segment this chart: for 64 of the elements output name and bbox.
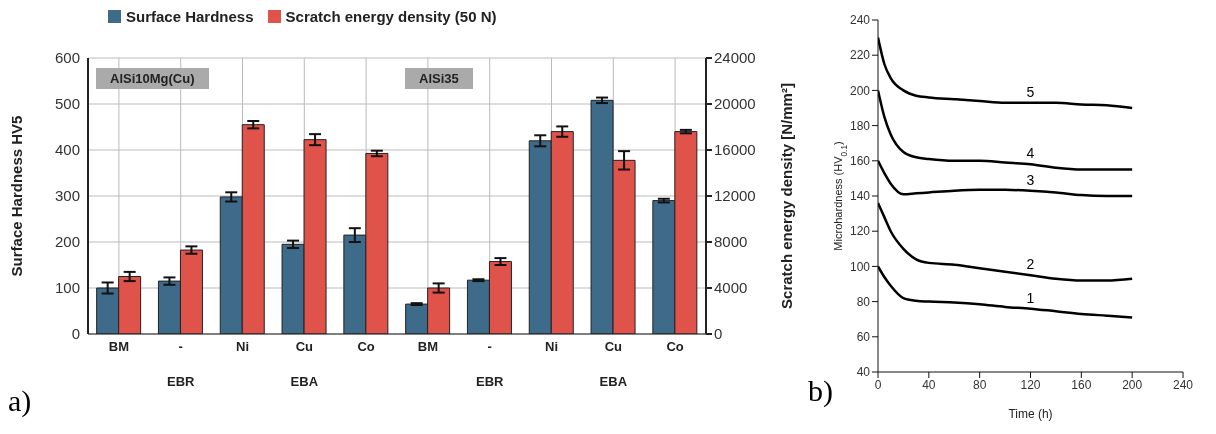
- text: EBA: [290, 374, 319, 389]
- y-tick-label: 80: [856, 294, 871, 309]
- y-tick-label: 200: [849, 83, 871, 98]
- x-tick-label: Co: [666, 339, 684, 355]
- y-tick-label: 600: [54, 49, 80, 67]
- series-label: 5: [1026, 83, 1035, 100]
- y-tick-label: 160: [849, 154, 871, 169]
- y-tick-label: 220: [849, 48, 871, 63]
- legend-label: Scratch energy density (50 N): [284, 8, 497, 25]
- y-tick-label: 300: [54, 187, 80, 205]
- text: EBA: [599, 374, 628, 389]
- x-tick-label: Cu: [604, 339, 623, 355]
- x-tick-label: 240: [1172, 377, 1194, 392]
- y2-tick-label: 20000: [714, 95, 756, 113]
- text: b): [808, 374, 833, 408]
- series-label: 4: [1026, 145, 1035, 162]
- y-tick-label: 100: [849, 259, 871, 274]
- annotation: AlSi35: [405, 68, 473, 89]
- y2-tick-label: 12000: [714, 187, 756, 205]
- y2-tick-label: 16000: [714, 141, 756, 159]
- y2-axis-title: Scratch energy density [N/mm²]: [778, 83, 795, 309]
- series-label: 1: [1026, 289, 1035, 306]
- y2-tick-label: 24000: [714, 49, 756, 67]
- legend-label: Surface Hardness: [125, 8, 254, 25]
- series-label: 3: [1026, 171, 1035, 188]
- y-tick-label: 200: [54, 233, 80, 251]
- text: a): [8, 384, 32, 418]
- y-tick-label: 0: [71, 325, 80, 343]
- y-tick-label: 500: [54, 95, 80, 113]
- x-tick-label: 80: [972, 377, 987, 392]
- y-tick-label: 60: [856, 330, 871, 345]
- x-tick-label: -: [487, 339, 492, 355]
- x-tick-label: Co: [357, 339, 375, 355]
- y-tick-label: 400: [54, 141, 80, 159]
- text: EBR: [166, 374, 195, 389]
- y-tick-label: 40: [856, 365, 871, 380]
- x-tick-label: BM: [108, 339, 130, 355]
- x-tick-label: 120: [1020, 377, 1041, 392]
- y-tick-label: 140: [849, 189, 871, 204]
- x-tick-label: -: [178, 339, 183, 355]
- line-series: [878, 159, 1134, 198]
- line-series: [878, 89, 1134, 171]
- y-tick-label: 240: [849, 13, 871, 28]
- y-tick-label: 180: [849, 118, 871, 133]
- text: EBR: [475, 374, 504, 389]
- line-series: [878, 201, 1134, 282]
- y-tick-label: 100: [54, 279, 80, 297]
- x-tick-label: 200: [1122, 377, 1143, 392]
- x-tick-label: Cu: [295, 339, 314, 355]
- x-tick-label: 0: [874, 377, 882, 392]
- x-tick-label: 160: [1071, 377, 1092, 392]
- y2-tick-label: 0: [714, 325, 723, 343]
- x-tick-label: Ni: [236, 339, 249, 355]
- series-label: 2: [1026, 256, 1035, 273]
- y-axis-title: Surface Hardness HV5: [8, 115, 25, 277]
- x-tick-label: BM: [417, 339, 439, 355]
- x-axis-title: Time (h): [1008, 407, 1053, 421]
- x-tick-label: Ni: [545, 339, 558, 355]
- x-tick-label: 40: [922, 377, 936, 392]
- y2-tick-label: 8000: [714, 233, 748, 251]
- y2-tick-label: 4000: [714, 279, 748, 297]
- annotation: AlSi10Mg(Cu): [96, 68, 209, 89]
- y-tick-label: 120: [849, 224, 871, 239]
- line-series: [878, 36, 1134, 110]
